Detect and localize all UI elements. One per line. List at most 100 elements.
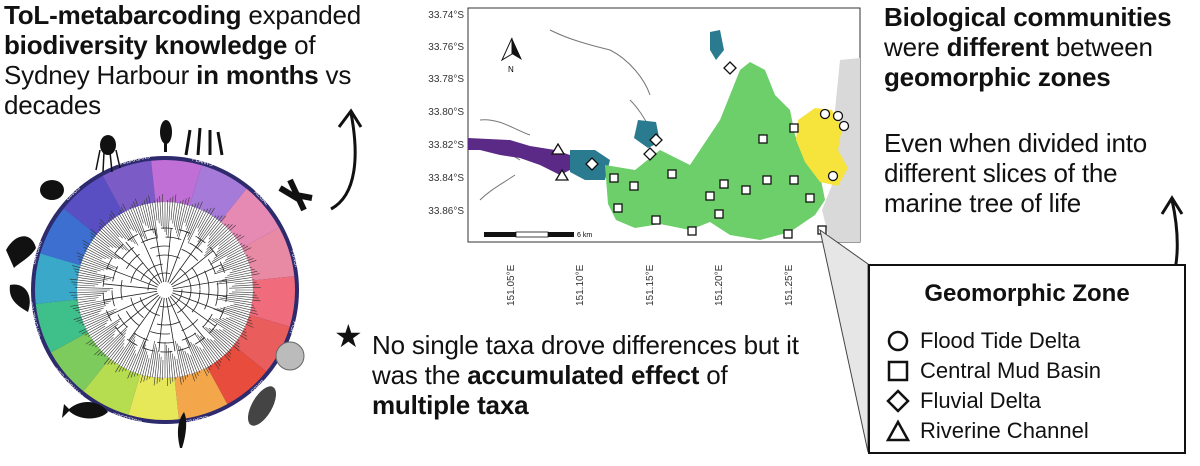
tree-branch (176, 199, 184, 234)
legend-item-fluvial-delta: Fluvial Delta (886, 388, 1041, 414)
tree-branch (113, 332, 136, 365)
mollusc-icon (9, 284, 30, 312)
tree-branch (142, 297, 163, 349)
tree-branch (219, 329, 240, 345)
tree-branch (84, 253, 118, 269)
tree-branch (196, 345, 211, 371)
tree-branch (175, 340, 184, 383)
tree-ring-segment (220, 188, 280, 248)
tree-branch (136, 347, 147, 376)
x-tick-label: 151.20°E (714, 264, 725, 306)
tree-branch (75, 297, 99, 301)
tree-branch (146, 197, 154, 234)
y-tick-label: 33.84°S (428, 173, 464, 184)
tree-branch (76, 313, 100, 322)
tree-branch (69, 278, 102, 284)
tree-branch (229, 266, 253, 274)
tree-branch (208, 223, 223, 240)
tree-branch (167, 297, 191, 347)
diatom-icon (275, 341, 305, 371)
tree-branch (216, 279, 255, 285)
tree-branch (218, 256, 251, 270)
tree-branch (172, 290, 227, 297)
tree-branch (91, 327, 117, 347)
tree-branch (133, 201, 148, 242)
tree-branch (129, 206, 143, 237)
tree-branch (159, 196, 162, 227)
tree-ring-segment (63, 175, 123, 235)
scale-bar (484, 231, 574, 238)
bird-icon (177, 412, 187, 448)
tree-branch (156, 198, 160, 224)
legend-label: Riverine Channel (920, 418, 1089, 443)
tree-branch (73, 268, 115, 279)
tree-branch (215, 318, 247, 337)
x-tick-label: 151.15°E (645, 264, 656, 306)
tree-branch (165, 297, 176, 352)
tree-branch (110, 346, 125, 365)
diamond-icon (886, 389, 910, 413)
shell-icon (6, 236, 36, 268)
tree-branch (78, 258, 108, 270)
tree-branch (80, 307, 104, 316)
tree-branch (80, 264, 101, 272)
tree-branch (202, 326, 232, 355)
y-tick-label: 33.80°S (428, 107, 464, 118)
tree-branch (103, 283, 158, 290)
tree-branch (172, 292, 224, 313)
tree-branch (73, 310, 102, 320)
tree-branch (229, 316, 254, 328)
tree-branch (115, 339, 136, 373)
tree-branch (215, 235, 245, 256)
scale-label: 6 km (577, 232, 592, 239)
tree-branch (154, 200, 158, 221)
tree-branch (213, 339, 231, 358)
tree-branch (127, 337, 146, 379)
fish-icon (62, 401, 108, 419)
star-icon: ★ (334, 318, 363, 354)
tree-branch (197, 208, 209, 229)
communities-statement: Biological communities were different be… (884, 2, 1200, 92)
curved-arrow-icon (330, 108, 363, 211)
tree-ring-segment (34, 253, 81, 304)
tree-branch (72, 265, 98, 273)
tree-branch (133, 344, 146, 377)
circle-icon (887, 330, 909, 352)
tree-branch (71, 293, 105, 296)
statement-text: between (1048, 32, 1153, 62)
tree-branch (98, 225, 124, 250)
tree-branch (219, 277, 253, 283)
biological-communities-text: Biological communities (884, 2, 1172, 32)
tree-branch (226, 305, 258, 315)
tree-branch (214, 260, 257, 275)
fungi-icon (278, 178, 313, 212)
tree-branch (232, 264, 250, 271)
tree-branch (158, 297, 165, 352)
tree-branch (79, 261, 105, 271)
tree-ring-segment (83, 358, 141, 415)
tree-branch (197, 208, 212, 232)
tree-branch (170, 250, 214, 286)
legend-item-riverine-channel: Riverine Channel (886, 418, 1089, 444)
tree-segment-label: PLANTS (191, 156, 214, 168)
tree-branch (186, 202, 200, 234)
tree-branch (82, 240, 113, 259)
tree-branch (120, 206, 134, 231)
y-tick-label: 33.82°S (428, 140, 464, 151)
tree-branch (202, 348, 213, 365)
tree-branch (103, 332, 127, 357)
tree-branch (129, 254, 201, 326)
tree-branch (190, 355, 199, 376)
tree-branch (72, 300, 112, 309)
tree-branch (209, 215, 227, 236)
tree-branch (197, 215, 213, 239)
tree-branch (125, 241, 161, 285)
tree-branch (173, 202, 178, 227)
tree-branch (172, 279, 227, 290)
tree-branch (169, 350, 174, 382)
tree-branch (139, 205, 147, 226)
tree-branch (87, 325, 106, 337)
tree-branch (170, 196, 174, 221)
tree-branch (177, 197, 190, 240)
tree-branch (138, 263, 192, 317)
